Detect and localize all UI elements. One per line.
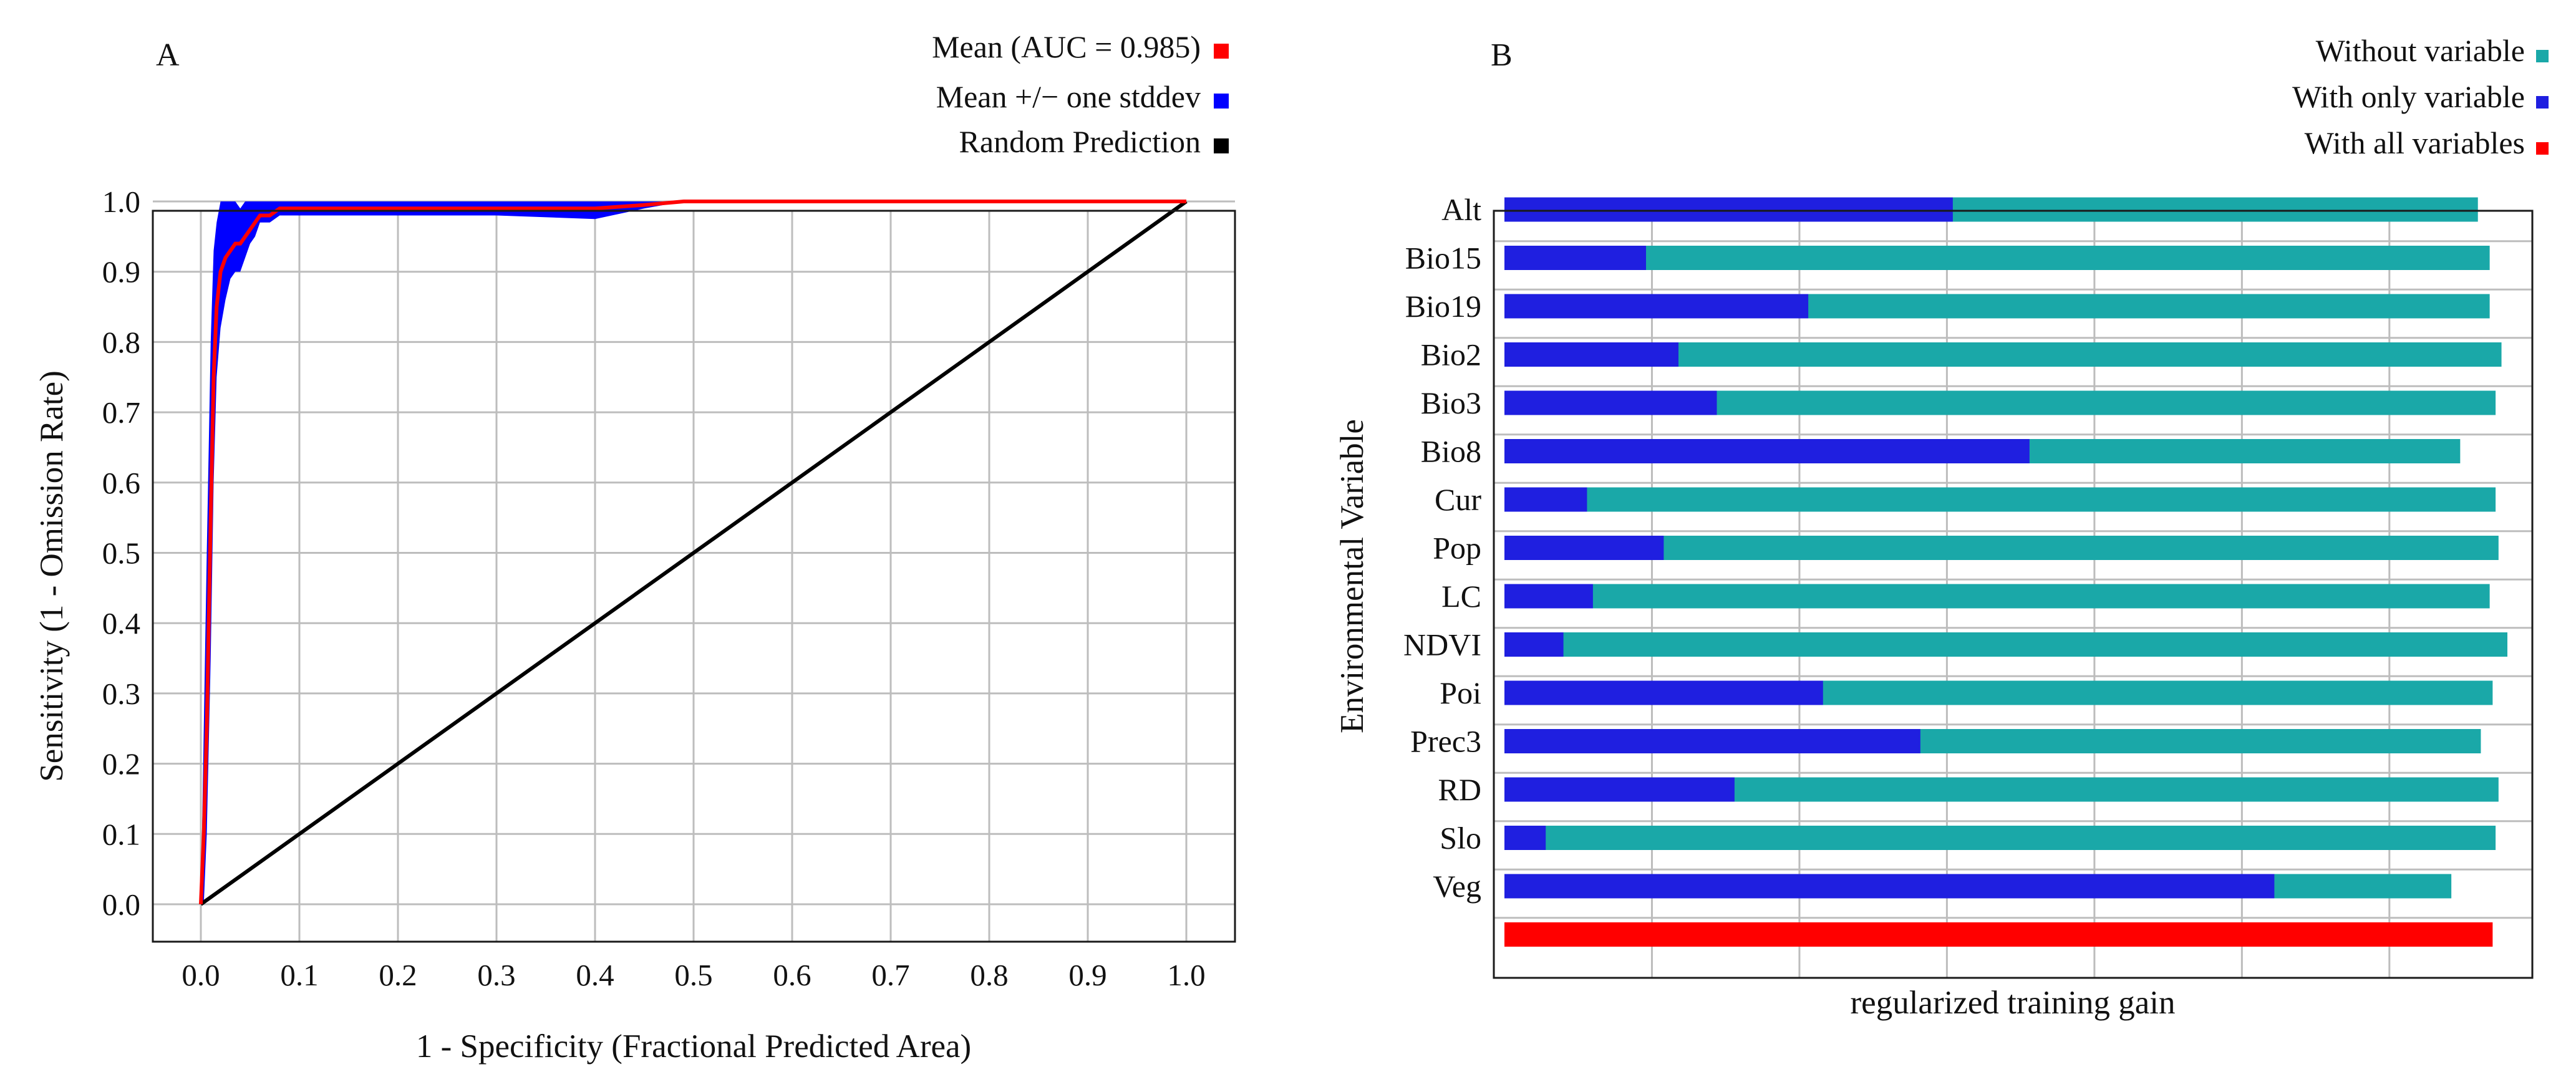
variable-label: RD [1438,772,1481,807]
roc-x-tick-label: 1.0 [1167,958,1205,992]
bar-without-variable [1504,487,2496,512]
bar-with-only-variable [1504,729,1920,753]
roc-y-tick-label: 0.7 [102,395,140,430]
roc-gridlines [153,200,1235,942]
roc-y-tick-label: 0.6 [102,466,140,500]
bar-with-only-variable [1504,584,1593,609]
legend-swatch-with-only-variable [2536,96,2549,109]
variable-label: Bio8 [1421,434,1481,469]
bar-with-only-variable [1504,632,1564,657]
variable-label: Alt [1441,192,1481,227]
roc-y-axis-title: Sensitivity (1 - Omission Rate) [34,370,70,782]
bar-without-variable [1504,246,2490,270]
legend-label-with-only-variable: With only variable [2292,79,2525,114]
bar-with-only-variable [1504,197,1953,222]
variable-label: Pop [1433,531,1481,566]
bar-with-all-variables [1504,922,2493,947]
roc-x-tick-label: 0.6 [773,958,811,992]
jackknife-plot-frame [1493,210,2534,979]
legend-swatch-stddev [1214,94,1229,109]
variable-label: Bio19 [1405,289,1481,324]
roc-y-tick-label: 0.1 [102,817,140,851]
roc-x-tick-label: 0.1 [280,958,318,992]
roc-y-tick-label: 0.2 [102,747,140,781]
roc-y-tick-label: 1.0 [102,185,140,219]
legend-label-with-all-variables: With all variables [2305,125,2525,160]
variable-label: LC [1441,579,1481,614]
roc-y-tick-label: 0.4 [102,606,140,640]
bar-with-only-variable [1504,777,1735,802]
roc-x-tick-label: 0.4 [576,958,614,992]
panel-label-b: B [1491,37,1513,73]
variable-label: Veg [1433,869,1481,904]
roc-x-ticks: 0.0 0.1 0.2 0.3 0.4 0.5 0.6 0.7 0.8 0.9 1.0 [182,958,1205,992]
roc-x-axis-title: 1 - Specificity (Fractional Predicted Ar… [416,1028,971,1065]
roc-plot-frame [152,210,1236,943]
roc-panel: A Mean (AUC = 0.985) Mean +/− one stddev… [34,29,1236,1065]
panel-label-a: A [156,37,180,73]
roc-y-ticks: 0.0 0.1 0.2 0.3 0.4 0.5 0.6 0.7 0.8 0.9 1.0 [102,185,140,922]
roc-legend: Mean (AUC = 0.985) Mean +/− one stddev R… [932,29,1229,159]
jackknife-x-axis-title: regularized training gain [1851,985,2176,1021]
bar-with-only-variable [1504,680,1823,705]
variable-label: Bio2 [1421,337,1481,372]
legend-swatch-mean [1214,44,1229,59]
variable-label: NDVI [1403,627,1481,662]
bar-without-variable [1504,584,2490,609]
bar-with-only-variable [1504,342,1679,367]
roc-x-tick-label: 0.7 [871,958,909,992]
roc-x-tick-label: 0.3 [477,958,515,992]
variable-label: Slo [1440,821,1481,856]
variable-label: Bio3 [1421,385,1481,420]
roc-x-tick-label: 0.5 [674,958,712,992]
bar-with-only-variable [1504,294,1809,319]
legend-label-stddev: Mean +/− one stddev [936,79,1201,114]
legend-swatch-without-variable [2536,50,2549,62]
random-prediction-line [200,200,1188,906]
roc-x-tick-label: 0.8 [970,958,1008,992]
jackknife-panel: B Without variable With only variable Wi… [1334,33,2549,1021]
variable-label: Bio15 [1405,241,1481,276]
variable-label: Prec3 [1410,724,1481,759]
legend-label-random: Random Prediction [959,124,1201,159]
roc-y-tick-label: 0.0 [102,887,140,922]
bar-with-only-variable [1504,536,1664,560]
bar-without-variable [1504,536,2499,560]
variable-label: Cur [1435,482,1481,517]
bar-with-only-variable [1504,390,1717,415]
mean-roc-line [199,200,1186,905]
roc-y-tick-label: 0.3 [102,677,140,711]
variable-labels: Alt Bio15 Bio19 Bio2 Bio3 Bio8 Cur Pop LC NDVI Poi… [1403,192,1481,904]
bar-with-only-variable [1504,487,1587,512]
bar-with-only-variable [1504,439,2030,463]
bar-without-variable [1504,826,2496,850]
roc-x-tick-label: 0.2 [379,958,417,992]
variable-label: Poi [1440,675,1481,710]
jackknife-y-axis-title: Environmental Variable [1334,419,1370,733]
jackknife-bars [1504,197,2507,947]
bar-with-only-variable [1504,874,2275,899]
roc-y-tick-label: 0.8 [102,325,140,359]
legend-label-without-variable: Without variable [2316,33,2525,68]
bar-without-variable [1504,632,2507,657]
legend-label-mean: Mean (AUC = 0.985) [932,29,1201,64]
legend-swatch-with-all-variables [2536,142,2549,155]
roc-y-tick-label: 0.5 [102,536,140,571]
bar-with-only-variable [1504,826,1546,850]
jackknife-legend: Without variable With only variable With… [2292,33,2549,160]
bar-with-only-variable [1504,246,1647,270]
roc-y-tick-label: 0.9 [102,255,140,289]
roc-x-tick-label: 0.0 [182,958,220,992]
roc-x-tick-label: 0.9 [1068,958,1106,992]
legend-swatch-random [1214,138,1229,153]
roc-plot-area [199,200,1188,906]
